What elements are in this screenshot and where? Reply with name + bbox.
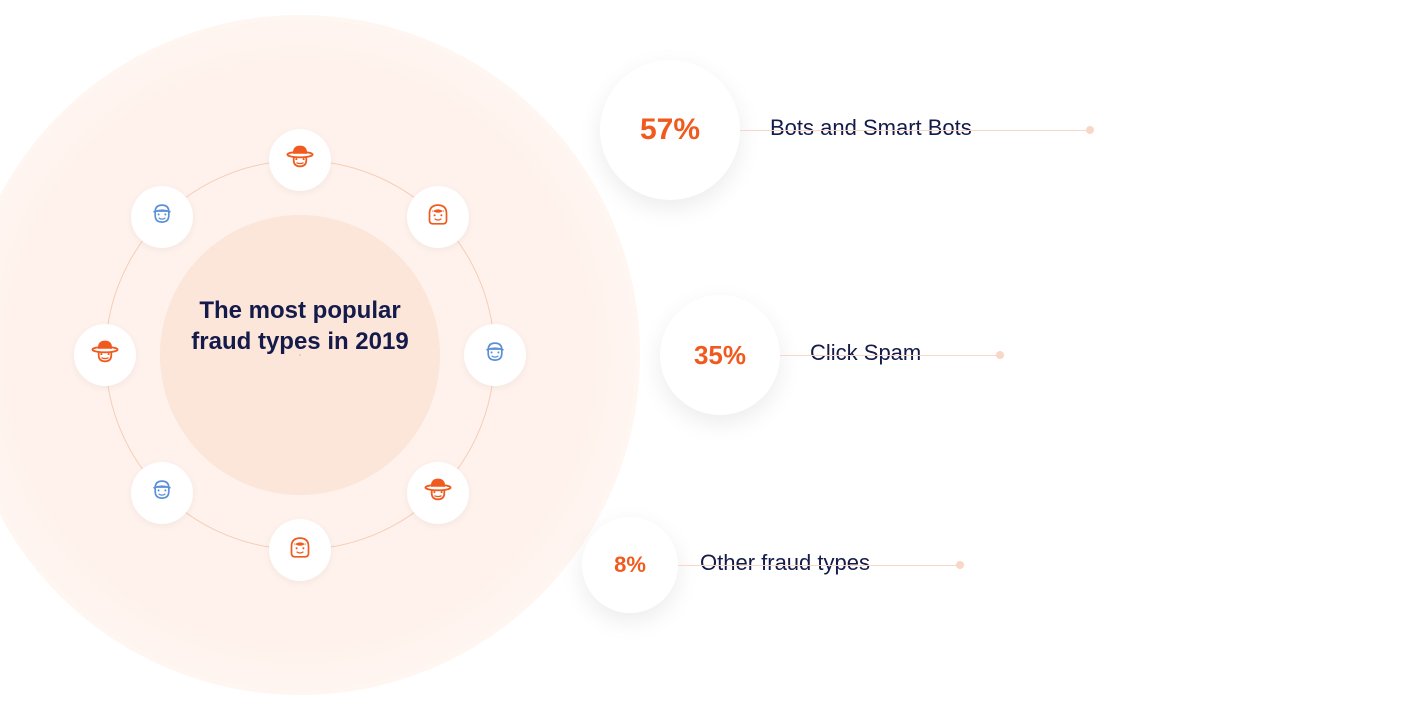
avatar-woman (269, 519, 331, 581)
avatar-man (131, 186, 193, 248)
stat-bubble: 57% (600, 60, 740, 200)
connector-dot-icon (956, 561, 964, 569)
center-title: The most popular fraud types in 2019 (190, 295, 410, 357)
connector-line (740, 130, 1090, 131)
hat-icon (282, 142, 318, 178)
stat-bubble: 8% (582, 517, 678, 613)
woman-icon (283, 533, 317, 567)
connector-line (678, 565, 960, 566)
connector-dot-icon (996, 351, 1004, 359)
woman-icon (421, 200, 455, 234)
stat-value: 57% (640, 113, 700, 147)
stat-label: Bots and Smart Bots (770, 115, 972, 141)
hat-icon (420, 475, 456, 511)
stat-label: Other fraud types (700, 550, 870, 576)
avatar-hat (407, 462, 469, 524)
connector-dot-icon (1086, 126, 1094, 134)
avatar-hat (269, 129, 331, 191)
stat-label: Click Spam (810, 340, 921, 366)
stat-bubble: 35% (660, 295, 780, 415)
connector-line (780, 355, 1000, 356)
man-icon (478, 338, 512, 372)
avatar-hat (74, 324, 136, 386)
stat-value: 35% (694, 340, 746, 371)
avatar-man (131, 462, 193, 524)
man-icon (145, 476, 179, 510)
avatar-woman (407, 186, 469, 248)
avatar-man (464, 324, 526, 386)
stat-value: 8% (614, 552, 646, 578)
hat-icon (87, 337, 123, 373)
man-icon (145, 200, 179, 234)
